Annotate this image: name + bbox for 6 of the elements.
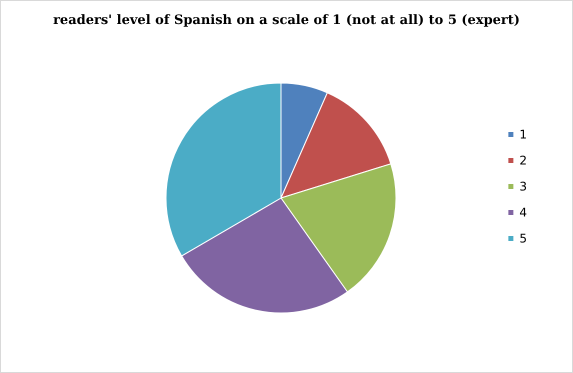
legend-label: 4 <box>519 206 528 220</box>
chart-title: readers' level of Spanish on a scale of 1 (not at all) to 5 (expert) <box>53 13 520 28</box>
legend-label: 1 <box>519 128 528 142</box>
legend-label: 5 <box>519 232 528 246</box>
legend-label: 2 <box>519 154 528 168</box>
legend-label: 3 <box>519 180 528 194</box>
